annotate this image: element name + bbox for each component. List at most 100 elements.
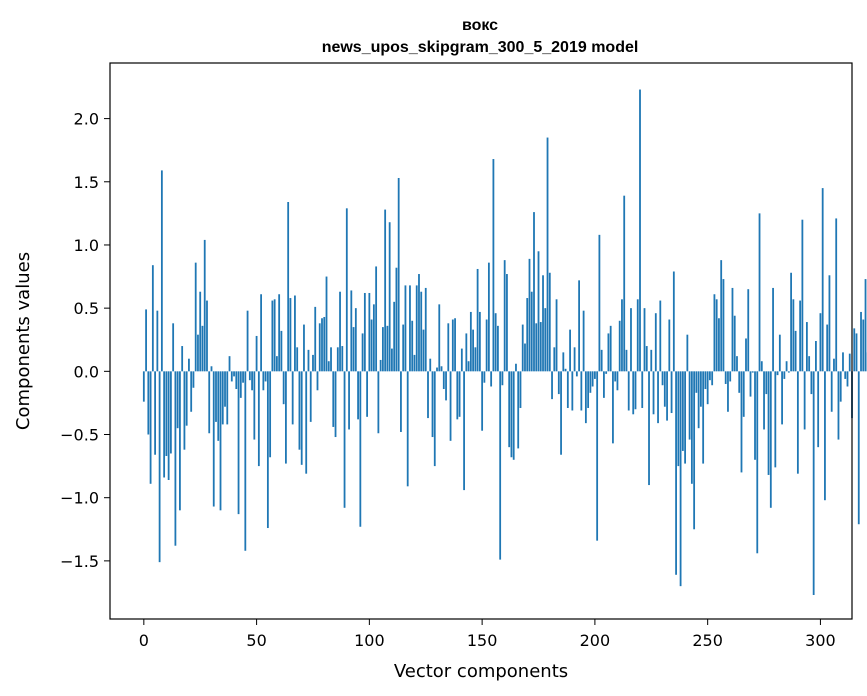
bar-264 [738,371,741,393]
bar-53 [262,371,265,391]
bar-60 [278,294,281,372]
bar-241 [686,334,689,372]
bar-133 [442,371,445,390]
bar-110 [391,348,393,372]
bar-71 [303,324,305,372]
bar-247 [699,371,702,407]
bar-17 [181,346,184,372]
bar-168 [521,324,524,372]
bar-239 [681,371,684,451]
bar-135 [447,323,450,372]
bar-151 [483,371,486,383]
bar-116 [404,285,407,372]
bar-138 [454,318,456,372]
bar-310 [842,352,844,372]
bar-291 [799,300,802,372]
bar-82 [327,361,330,372]
bar-288 [792,299,795,372]
bar-178 [544,308,547,372]
bar-35 [221,371,224,425]
bar-292 [801,219,804,372]
bar-86 [336,347,339,372]
bar-206 [607,333,610,372]
bar-212 [621,299,623,372]
bar-154 [490,371,493,387]
y-tick-label: 2.0 [74,110,99,129]
bar-157 [497,325,499,372]
y-tick-label: 0.5 [74,299,99,318]
bar-6 [156,310,159,372]
bar-70 [300,371,303,465]
bar-280 [774,371,777,468]
bar-44 [242,371,244,383]
bar-136 [449,371,452,441]
bar-48 [251,371,253,391]
bar-18 [183,371,186,450]
bar-273 [758,213,761,372]
bar-311 [844,371,847,379]
bar-101 [370,319,373,372]
bar-253 [713,294,716,372]
bar-260 [729,371,732,382]
bar-90 [345,208,348,372]
bar-76 [314,306,317,372]
bar-312 [846,371,849,387]
bar-225 [650,349,653,372]
bar-192 [575,371,578,377]
bar-228 [657,371,659,424]
bar-153 [487,262,490,372]
bar-172 [530,291,533,372]
bar-87 [339,291,341,372]
bar-163 [510,371,513,458]
y-tick-label: 1.0 [74,236,99,255]
bar-219 [636,299,639,372]
bar-92 [350,290,353,372]
bar-2 [147,371,150,435]
bar-134 [445,371,447,401]
bar-83 [330,347,332,372]
bar-14 [174,371,177,546]
bar-8 [160,170,163,372]
chart-subtitle: news_upos_skipgram_300_5_2019 model [322,39,639,56]
bar-180 [548,272,551,372]
bar-217 [632,371,635,415]
bar-57 [271,300,274,372]
bar-99 [366,371,368,417]
bar-100 [368,292,371,372]
bar-132 [440,366,443,372]
bar-229 [659,300,662,372]
bar-7 [158,371,161,563]
bar-200 [593,371,596,379]
bar-66 [291,371,294,425]
bar-39 [230,371,233,382]
bar-158 [499,371,502,560]
bar-108 [386,325,389,372]
bar-309 [839,371,842,402]
bar-285 [785,361,788,372]
bar-131 [438,304,441,372]
bar-248 [702,371,705,464]
bar-50 [255,335,258,372]
x-tick-label: 50 [246,631,266,650]
bar-218 [634,371,637,410]
bar-305 [830,371,833,412]
bar-41 [235,371,238,390]
bar-107 [384,209,387,372]
bar-27 [203,239,206,372]
bar-155 [492,159,495,372]
chart-title: вокс [462,17,498,34]
bar-123 [420,291,423,372]
bar-47 [248,371,251,381]
bar-124 [422,329,425,372]
bar-299 [817,371,820,448]
bar-38 [228,356,231,372]
bar-127 [429,358,432,372]
bar-13 [172,323,175,372]
bar-204 [603,371,605,398]
bar-234 [670,371,673,414]
bar-112 [395,267,398,372]
bar-140 [458,371,461,417]
bar-141 [460,348,463,372]
bar-201 [596,371,599,541]
bar-186 [562,352,565,372]
